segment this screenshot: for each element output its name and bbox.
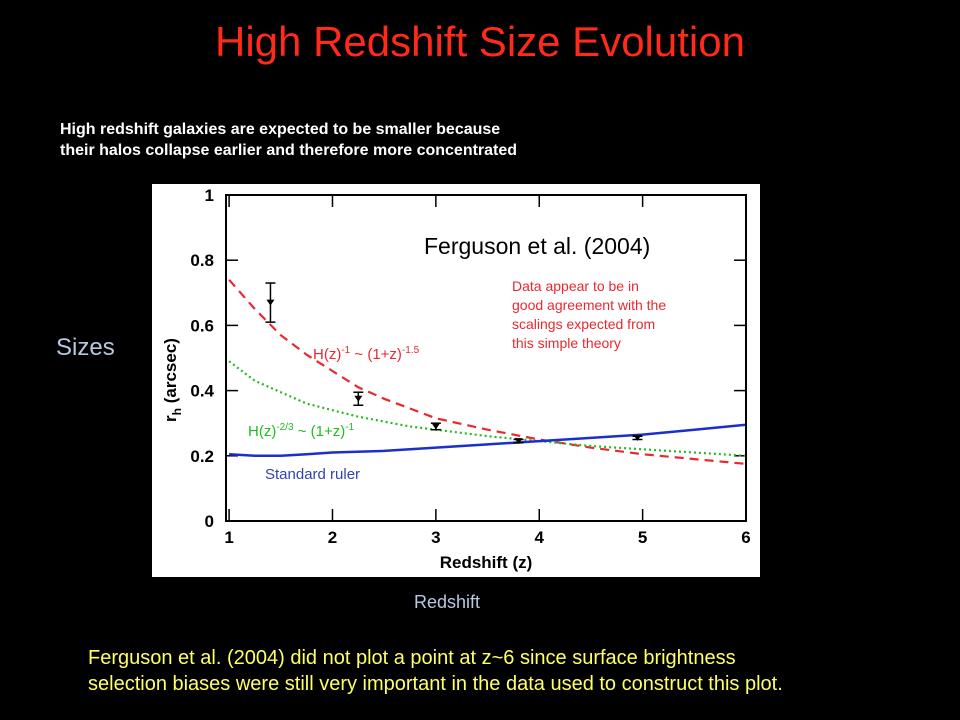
redshift-caption: Redshift [414, 592, 481, 612]
y-tick-label: 0.2 [190, 447, 214, 466]
slide-title: High Redshift Size Evolution [215, 18, 745, 65]
series-label-dotted: H(z)-2/3 ~ (1+z)-1 [248, 422, 355, 440]
series-label-dashed: H(z)-1 ~ (1+z)-1.5 [313, 345, 420, 363]
sizes-label: Sizes [56, 334, 115, 361]
y-axis-label: rh (arcsec) [161, 338, 184, 422]
x-axis-label: Redshift (z) [440, 553, 533, 572]
y-tick-label: 1 [205, 186, 214, 205]
data-point [514, 438, 523, 445]
footnote-line-1: Ferguson et al. (2004) did not plot a po… [88, 647, 736, 669]
data-point [431, 423, 440, 430]
footnote-text: Ferguson et al. (2004) did not plot a po… [88, 645, 783, 697]
annotation-text: Data appear to be in good agreement with… [512, 278, 670, 351]
series-line-solid [229, 423, 747, 458]
y-tick-label: 0.4 [190, 382, 214, 401]
y-tick-label: 0.8 [190, 251, 214, 270]
chart-title: Ferguson et al. (2004) [424, 233, 650, 259]
data-point [633, 434, 642, 441]
plot-frame [225, 194, 747, 522]
y-tick-label: 0.6 [190, 316, 214, 335]
x-tick-label: 2 [328, 528, 337, 547]
chart-figure: 1 2 3 4 5 6 0 0.2 0.4 0.6 0.8 1 rh (arcsec) Redshif… [152, 184, 760, 577]
x-tick-label: 6 [741, 528, 750, 547]
series-line-dotted [228, 360, 747, 457]
intro-line-1: High redshift galaxies are expected to b… [60, 121, 501, 138]
intro-text: High redshift galaxies are expected to b… [60, 119, 517, 161]
x-tick-label: 4 [535, 528, 545, 547]
data-point [354, 395, 363, 402]
x-tick-label: 5 [638, 528, 647, 547]
x-tick-label: 1 [224, 528, 233, 547]
footnote-line-2: selection biases were still very importa… [88, 673, 783, 695]
data-point [266, 299, 275, 306]
intro-line-2: their halos collapse earlier and therefo… [60, 142, 518, 159]
y-tick-label: 0 [205, 512, 214, 531]
size-evolution-chart: 1 2 3 4 5 6 0 0.2 0.4 0.6 0.8 1 rh (arcsec) Redshif… [161, 186, 751, 572]
series-line-dashed [228, 279, 747, 465]
series-label-solid: Standard ruler [265, 466, 360, 483]
x-tick-label: 3 [431, 528, 440, 547]
